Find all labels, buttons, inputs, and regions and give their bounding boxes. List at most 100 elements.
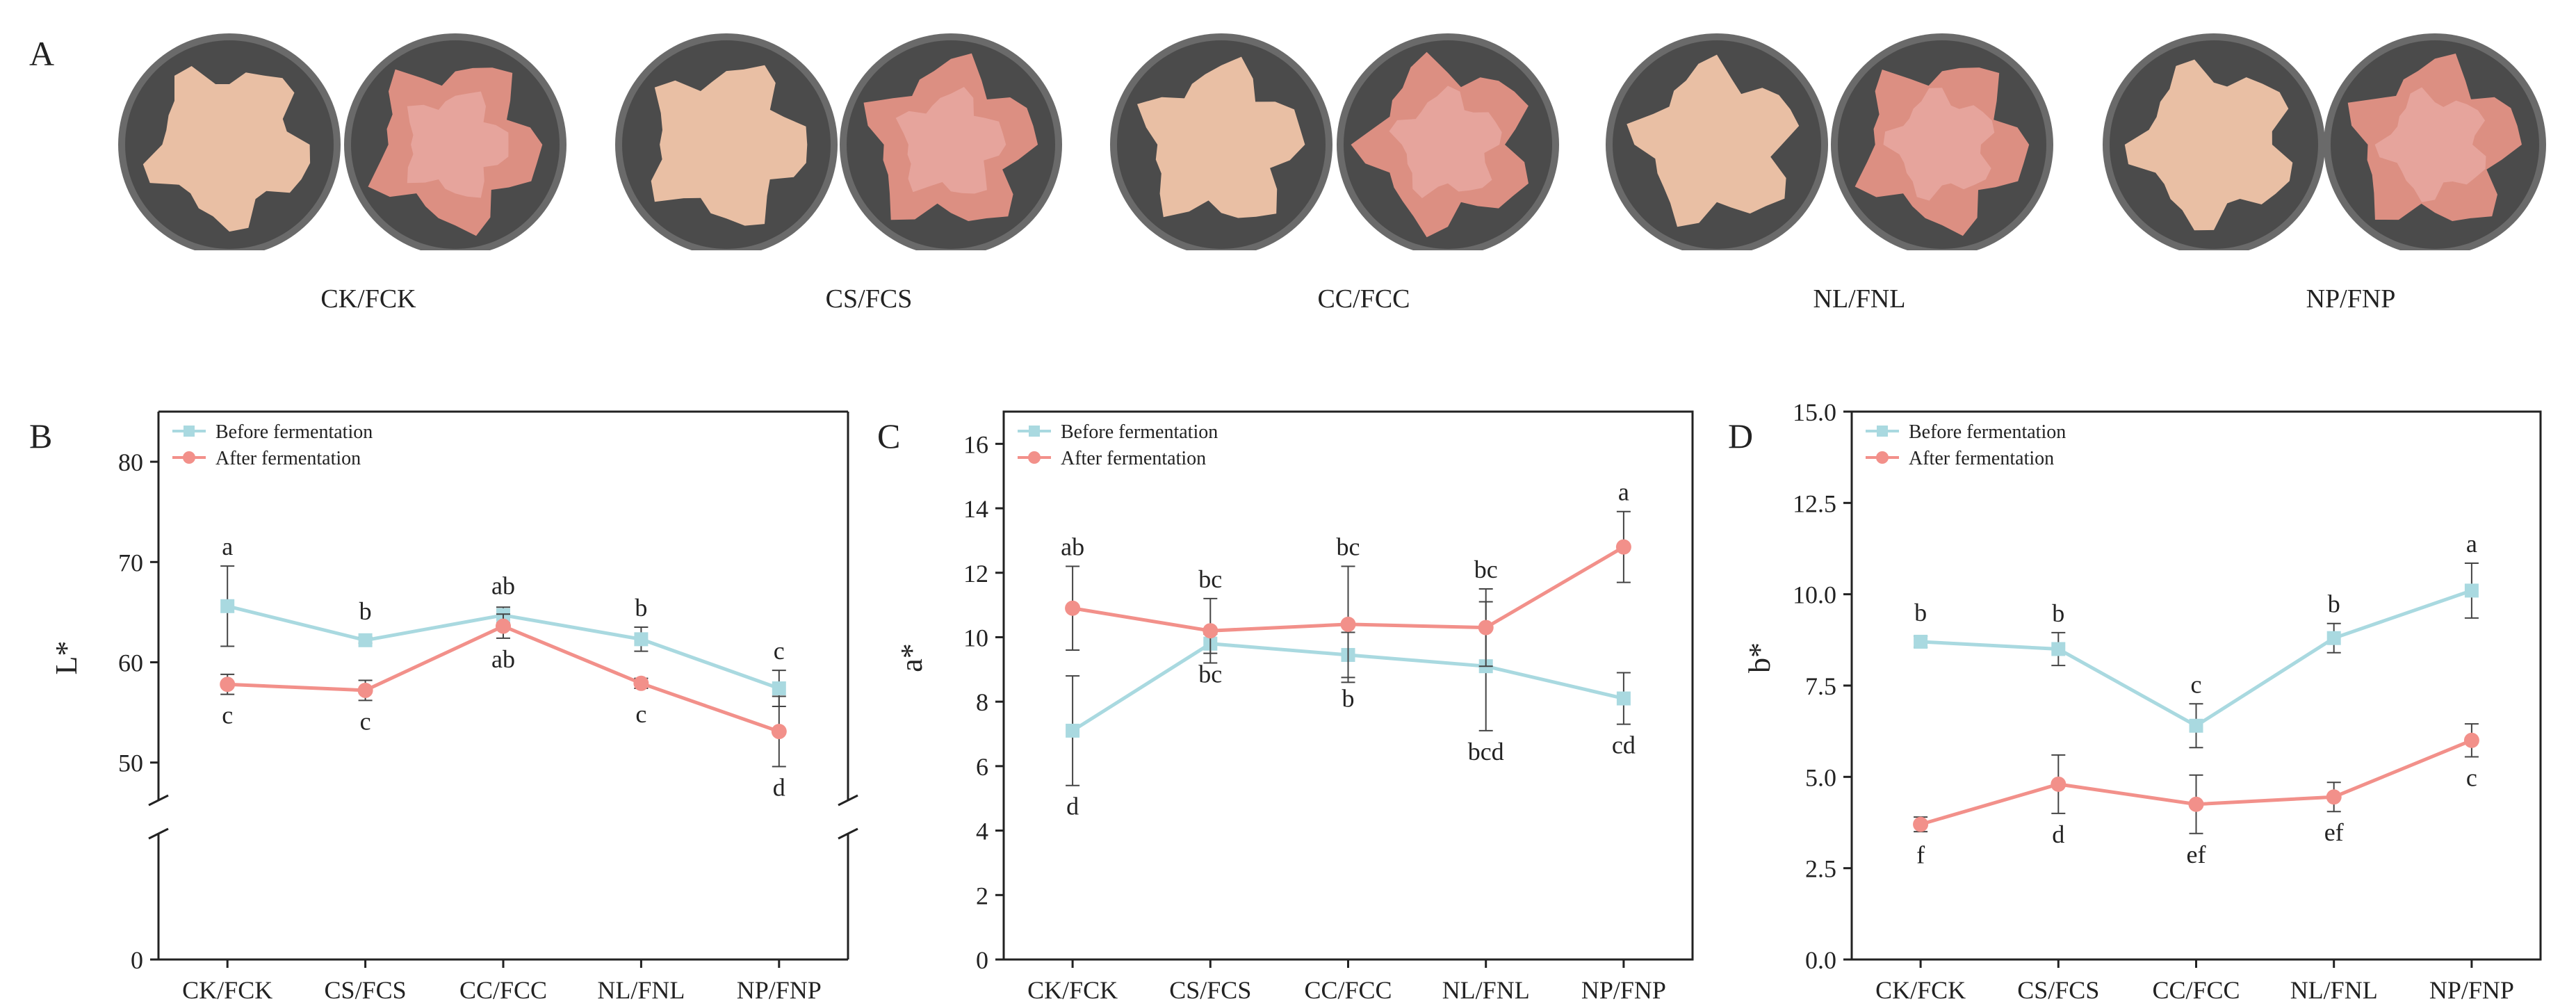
data-point-after <box>1913 816 1929 832</box>
x-tick-label: CC/FCC <box>1304 976 1392 1004</box>
legend-marker-after <box>1028 451 1041 464</box>
significance-letter: b <box>635 594 647 622</box>
raw-meat-sample <box>2124 59 2293 231</box>
data-point-after <box>1478 620 1494 635</box>
y-axis-label: a* <box>895 643 929 672</box>
y-tick-label: 60 <box>118 649 143 677</box>
legend-label: After fermentation <box>1909 448 2054 469</box>
sample-label-nl: NL/FNL <box>1813 284 1906 314</box>
significance-letter: a <box>1618 478 1629 506</box>
data-point-after <box>633 675 649 691</box>
x-tick-label: CS/FCS <box>2017 976 2099 1004</box>
axis-break-mark <box>148 794 169 807</box>
data-point-after <box>357 682 373 698</box>
significance-letter: bc <box>1474 556 1498 583</box>
significance-letter: b <box>2052 599 2064 627</box>
y-tick-label: 10 <box>963 624 988 651</box>
significance-letter: ab <box>1061 533 1084 560</box>
data-point-before <box>2326 631 2341 645</box>
x-tick-label: CS/FCS <box>1169 976 1251 1004</box>
raw-meat-sample <box>142 66 311 232</box>
x-tick-label: NP/FNP <box>737 976 822 1004</box>
significance-letter: ef <box>2187 841 2206 868</box>
data-point-before <box>1066 723 1080 738</box>
y-tick-label: 7.5 <box>1805 672 1836 700</box>
significance-letter: cd <box>1612 731 1636 759</box>
significance-letter: c <box>635 700 646 728</box>
sample-label-np: NP/FNP <box>2306 284 2396 314</box>
data-point-after <box>220 677 236 693</box>
panel-c-label: C <box>877 416 901 455</box>
panel-b-label: B <box>29 416 53 455</box>
y-tick-label: 5.0 <box>1805 763 1836 791</box>
legend-marker-before <box>184 426 195 437</box>
x-tick-label: NP/FNP <box>2429 976 2514 1004</box>
raw-meat-sample <box>651 65 808 226</box>
y-tick-label: 2 <box>976 882 988 909</box>
y-axis-label: b* <box>1743 642 1777 673</box>
raw-meat-sample <box>1627 54 1800 227</box>
fermented-meat-center <box>895 87 1006 194</box>
significance-letter: bc <box>1198 661 1222 688</box>
x-tick-label: NL/FNL <box>2290 976 2378 1004</box>
data-point-after <box>1340 616 1356 632</box>
data-point-after <box>1615 539 1631 555</box>
x-tick-label: CS/FCS <box>325 976 407 1004</box>
data-point-after <box>1065 600 1081 616</box>
x-tick-label: CC/FCC <box>2152 976 2240 1004</box>
significance-letter: bcd <box>1468 738 1504 766</box>
y-tick-label: 0 <box>976 946 988 974</box>
significance-letter: f <box>1916 841 1925 869</box>
data-point-before <box>634 632 649 647</box>
y-tick-label: 15.0 <box>1793 398 1836 426</box>
significance-letter: c <box>774 637 785 665</box>
axis-break-mark <box>148 827 169 840</box>
significance-letter: a <box>222 533 233 560</box>
data-point-before <box>358 633 373 647</box>
significance-letter: d <box>2052 820 2064 848</box>
data-point-before <box>2464 583 2479 598</box>
x-tick-label: CC/FCC <box>459 976 547 1004</box>
legend-label: Before fermentation <box>1061 421 1218 443</box>
chart-c: 0 2 4 6 8 10 12 14 16 CK/FCK CS/FCS CC/FCC NL/FNL NP/… <box>895 410 1694 1004</box>
significance-letter: c <box>2466 763 2477 791</box>
fermented-meat-center <box>2374 87 2486 202</box>
y-axis-label: L* <box>49 641 83 675</box>
sample-label-cc: CC/FCC <box>1317 284 1410 314</box>
data-point-after <box>771 724 787 740</box>
x-tick-label: CK/FCK <box>182 976 272 1004</box>
data-point-before <box>2189 718 2203 733</box>
legend-label: Before fermentation <box>1909 421 2066 443</box>
y-tick-label: 8 <box>976 688 988 716</box>
fermented-meat-center <box>1883 88 1995 201</box>
panel-a-label: A <box>29 34 55 73</box>
legend-label: After fermentation <box>215 448 361 469</box>
sample-label-cs: CS/FCS <box>825 284 913 314</box>
legend-label: After fermentation <box>1061 448 1206 469</box>
data-point-before <box>2051 642 2066 656</box>
axis-break-mark <box>838 794 858 807</box>
legend-marker-before <box>1877 426 1888 437</box>
y-tick-label: 0 <box>131 946 143 974</box>
significance-letter: b <box>2328 590 2340 618</box>
x-tick-label: NP/FNP <box>1581 976 1666 1004</box>
axis-break-mark <box>838 827 858 840</box>
significance-letter: a <box>2466 530 2477 558</box>
x-tick-label: NL/FNL <box>1442 976 1530 1004</box>
y-tick-label: 16 <box>963 430 988 458</box>
significance-letter: b <box>1342 684 1355 712</box>
x-tick-label: NL/FNL <box>597 976 685 1004</box>
y-tick-label: 10.0 <box>1793 581 1836 609</box>
data-point-after <box>2188 796 2204 812</box>
data-point-before <box>1914 634 1928 649</box>
chart-b: 0 50 60 70 80 CK/FCK CS/FCS CC/FCC NL/FNL NP/FNP L… <box>49 410 858 1004</box>
legend-marker-after <box>183 451 195 464</box>
raw-meat-sample <box>1137 56 1305 218</box>
legend-marker-after <box>1876 451 1889 464</box>
y-tick-label: 70 <box>118 549 143 576</box>
significance-letter: c <box>2191 670 2202 698</box>
data-point-before <box>1616 691 1631 706</box>
significance-letter: b <box>1914 599 1927 626</box>
panel-d-label: D <box>1728 416 1754 455</box>
significance-letter: ab <box>491 645 515 673</box>
